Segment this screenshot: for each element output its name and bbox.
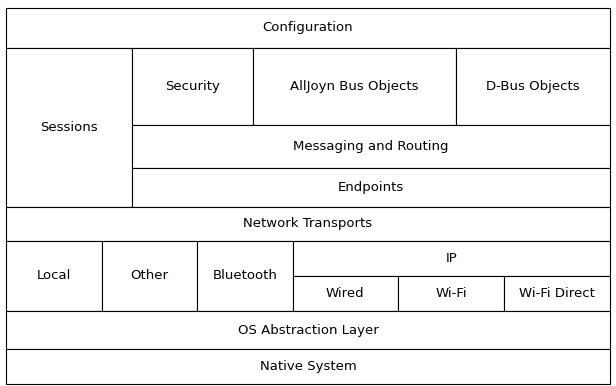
FancyBboxPatch shape bbox=[293, 276, 398, 311]
Text: Network Transports: Network Transports bbox=[243, 217, 373, 230]
FancyBboxPatch shape bbox=[132, 48, 253, 125]
Text: AllJoyn Bus Objects: AllJoyn Bus Objects bbox=[290, 80, 418, 93]
FancyBboxPatch shape bbox=[132, 125, 610, 168]
Text: Configuration: Configuration bbox=[262, 22, 354, 34]
Text: OS Abstraction Layer: OS Abstraction Layer bbox=[238, 323, 378, 337]
Text: Messaging and Routing: Messaging and Routing bbox=[293, 140, 449, 153]
FancyBboxPatch shape bbox=[253, 48, 456, 125]
Text: Local: Local bbox=[37, 269, 71, 283]
Text: IP: IP bbox=[445, 252, 457, 265]
FancyBboxPatch shape bbox=[6, 241, 102, 311]
FancyBboxPatch shape bbox=[6, 8, 610, 48]
FancyBboxPatch shape bbox=[6, 207, 610, 241]
FancyBboxPatch shape bbox=[197, 241, 293, 311]
FancyBboxPatch shape bbox=[398, 276, 504, 311]
FancyBboxPatch shape bbox=[6, 311, 610, 349]
FancyBboxPatch shape bbox=[504, 276, 610, 311]
Text: Wired: Wired bbox=[326, 287, 365, 300]
Text: Wi-Fi Direct: Wi-Fi Direct bbox=[519, 287, 595, 300]
FancyBboxPatch shape bbox=[132, 168, 610, 207]
Text: Sessions: Sessions bbox=[41, 121, 98, 134]
Text: Other: Other bbox=[131, 269, 168, 283]
FancyBboxPatch shape bbox=[293, 241, 610, 276]
FancyBboxPatch shape bbox=[6, 349, 610, 384]
FancyBboxPatch shape bbox=[102, 241, 197, 311]
FancyBboxPatch shape bbox=[456, 48, 610, 125]
Text: D-Bus Objects: D-Bus Objects bbox=[486, 80, 580, 93]
Text: Security: Security bbox=[165, 80, 220, 93]
Text: Native System: Native System bbox=[259, 360, 357, 373]
FancyBboxPatch shape bbox=[6, 48, 132, 207]
Text: Wi-Fi: Wi-Fi bbox=[435, 287, 467, 300]
Text: Bluetooth: Bluetooth bbox=[213, 269, 277, 283]
Text: Endpoints: Endpoints bbox=[338, 181, 404, 194]
